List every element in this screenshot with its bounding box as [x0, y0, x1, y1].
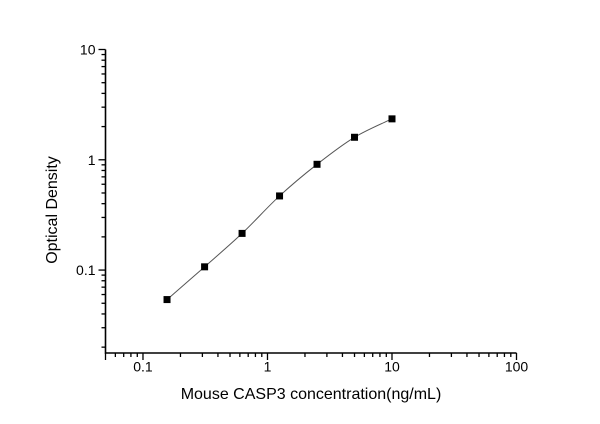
- data-point-marker: [201, 263, 209, 271]
- x-tick-label: 1: [264, 359, 272, 375]
- data-point-marker: [238, 229, 246, 237]
- x-axis-title: Mouse CASP3 concentration(ng/mL): [181, 386, 442, 403]
- y-tick-label: 1: [88, 152, 96, 168]
- y-tick-label: 0.1: [76, 262, 96, 278]
- data-point-marker: [313, 160, 321, 168]
- axis-lines: [104, 49, 517, 354]
- y-axis-title: Optical Density: [44, 156, 61, 264]
- fit-curve-line: [166, 118, 393, 300]
- x-tick-label: 10: [384, 359, 400, 375]
- data-point-marker: [388, 115, 396, 123]
- data-point-marker: [276, 192, 284, 200]
- y-tick-label: 10: [80, 42, 96, 58]
- data-point-marker: [163, 296, 171, 304]
- x-tick-label: 0.1: [133, 359, 153, 375]
- x-tick-label: 100: [505, 359, 529, 375]
- data-point-marker: [351, 133, 359, 141]
